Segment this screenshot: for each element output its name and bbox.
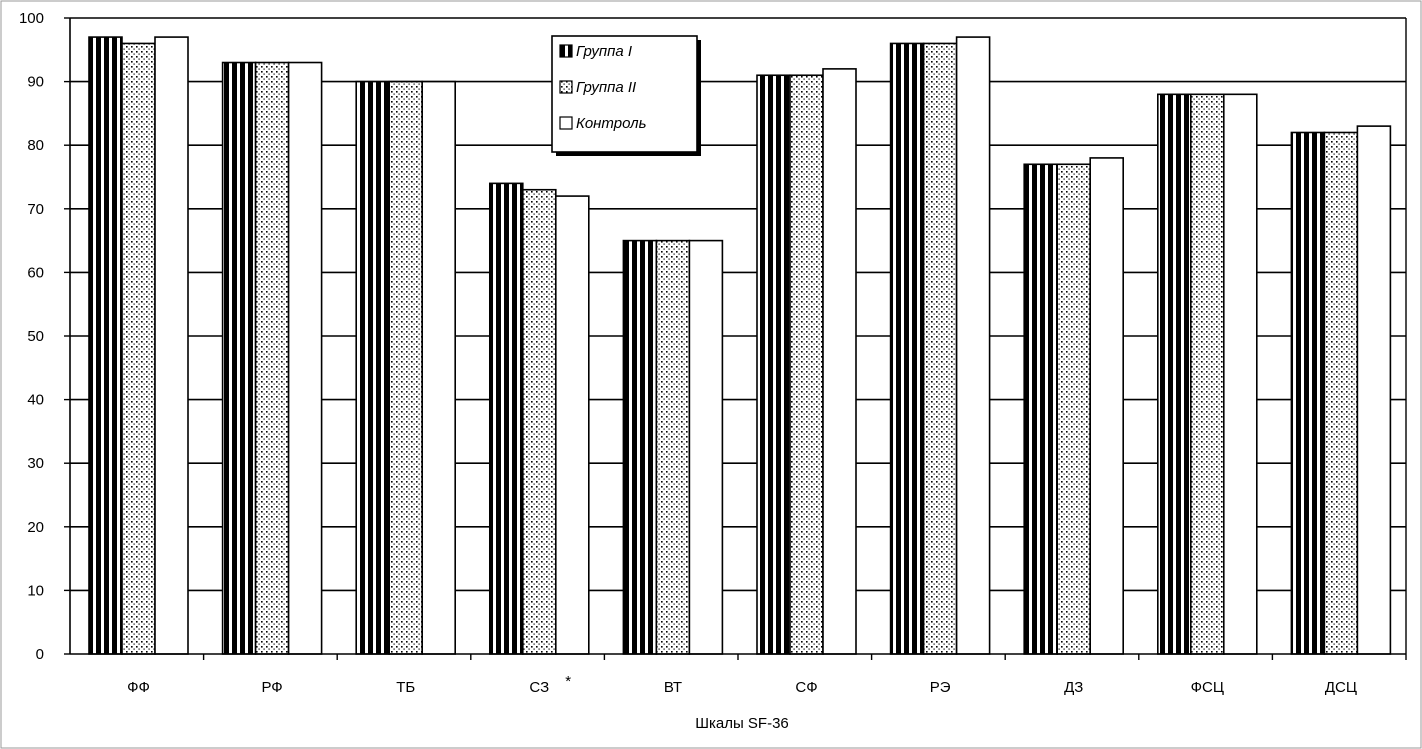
legend-label: Контроль [576, 115, 647, 132]
axes [64, 17, 1407, 660]
legend-label: Группа II [576, 79, 636, 96]
bar [889, 42, 925, 655]
bar [388, 80, 424, 655]
labels: 0 10 20 30 40 50 60 70 80 90 100 ФФ РФ ТБ СЗ * ВТ СФ РЭ ДЗ Ф… [19, 10, 1357, 696]
bar [1223, 93, 1258, 655]
bar [1089, 157, 1124, 655]
x-tick-label: ФСЦ [1191, 679, 1224, 696]
x-tick-label: СФ [795, 679, 817, 696]
bar [1356, 125, 1392, 655]
bars [88, 36, 1392, 655]
x-tick-label: РФ [261, 679, 282, 696]
bar [1023, 163, 1058, 655]
y-tick-label: 10 [27, 582, 44, 599]
bar [789, 74, 824, 655]
legend-label: Группа I [576, 43, 632, 60]
bar [554, 195, 590, 655]
bar [488, 182, 524, 655]
bar [1056, 163, 1091, 655]
x-tick-label: ТБ [396, 679, 415, 696]
legend: Группа I Группа II Контроль [551, 35, 701, 156]
legend-swatch [559, 44, 573, 58]
y-tick-label: 100 [19, 10, 44, 27]
legend-box [551, 35, 698, 153]
bar [1157, 93, 1192, 655]
x-axis-title: Шкалы SF-36 [695, 715, 789, 732]
y-tick-label: 80 [27, 137, 44, 154]
y-tick-label: 40 [27, 392, 44, 409]
bar [88, 36, 123, 655]
bar [154, 36, 189, 655]
bar [822, 68, 857, 655]
legend-swatch [559, 80, 573, 94]
y-tick-label: 50 [27, 328, 44, 345]
bar [1323, 131, 1359, 655]
x-tick-label: ДЗ [1064, 679, 1083, 696]
bar [254, 61, 290, 655]
bar [922, 42, 958, 655]
bar [355, 80, 391, 655]
y-tick-label: 60 [27, 264, 44, 281]
y-tick-label: 0 [36, 646, 44, 663]
x-tick-label: РЭ [930, 679, 951, 696]
x-tick-label: ВТ [664, 679, 682, 696]
y-tick-label: 70 [27, 201, 44, 218]
significance-marker: * [565, 673, 571, 690]
bar [121, 42, 156, 655]
bar [955, 36, 991, 655]
legend-swatch [559, 116, 573, 130]
bar [688, 239, 724, 655]
bar [655, 239, 691, 655]
y-tick-label: 30 [27, 455, 44, 472]
bar [1190, 93, 1225, 655]
bar [622, 239, 658, 655]
y-tick-label: 90 [27, 74, 44, 91]
bar [1290, 131, 1326, 655]
bar [221, 61, 257, 655]
x-tick-label: ФФ [127, 679, 150, 696]
bar [287, 61, 323, 655]
bar [521, 188, 557, 655]
y-tick-label: 20 [27, 519, 44, 536]
bar [421, 80, 457, 655]
x-tick-label: СЗ [529, 679, 549, 696]
bar [756, 74, 791, 655]
x-tick-label: ДСЦ [1325, 679, 1357, 696]
